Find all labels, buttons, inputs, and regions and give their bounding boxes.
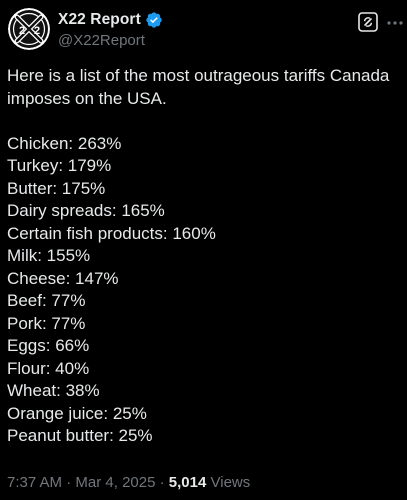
avatar-logo-icon: 2 2 bbox=[8, 8, 50, 50]
author-handle[interactable]: @X22Report bbox=[58, 32, 145, 49]
author-names: X22 Report @X22Report bbox=[58, 10, 163, 49]
tariff-item: Certain fish products: 160% bbox=[7, 223, 216, 243]
tariff-item: Eggs: 66% bbox=[7, 336, 90, 355]
tariff-item: Chicken: 263% bbox=[7, 133, 122, 153]
display-name-row: X22 Report bbox=[58, 10, 163, 30]
tariff-item: Milk: 155% bbox=[7, 246, 91, 265]
views-count[interactable]: 5,014 bbox=[168, 474, 207, 491]
views-label[interactable]: Views bbox=[210, 474, 251, 491]
tariff-item: Beef: 77% bbox=[7, 291, 86, 310]
meta-separator: · bbox=[66, 474, 72, 491]
post-date[interactable]: Mar 4, 2025 bbox=[75, 474, 156, 491]
tariff-item: Pork: 77% bbox=[7, 313, 86, 333]
tariff-item: Peanut butter: 25% bbox=[7, 426, 153, 445]
tariff-item: Butter: 175% bbox=[7, 178, 106, 198]
paragraph-gap bbox=[7, 110, 399, 133]
tariff-item: Dairy spreads: 165% bbox=[7, 201, 165, 220]
tariff-item: Wheat: 38% bbox=[7, 381, 100, 400]
post-header: 2 2 X22 Report @X22Report bbox=[6, 6, 404, 54]
meta-separator: · bbox=[159, 474, 165, 491]
post-time[interactable]: 7:37 AM bbox=[7, 474, 63, 491]
svg-text:2: 2 bbox=[19, 25, 25, 37]
tariff-item: Turkey: 179% bbox=[7, 156, 112, 175]
post-intro: Here is a list of the most outrageous ta… bbox=[7, 66, 390, 108]
verified-badge-icon[interactable] bbox=[145, 11, 163, 29]
avatar[interactable]: 2 2 bbox=[8, 8, 50, 50]
svg-text:2: 2 bbox=[34, 25, 40, 37]
tariff-item: Orange juice: 25% bbox=[7, 403, 147, 423]
tariff-item: Flour: 40% bbox=[7, 358, 90, 378]
tariff-item: Cheese: 147% bbox=[7, 268, 119, 288]
author-display-name[interactable]: X22 Report bbox=[58, 11, 141, 28]
post-text: Here is a list of the most outrageous ta… bbox=[7, 65, 399, 448]
post-meta: 7:37 AM · Mar 4, 2025 · 5,014 Views bbox=[7, 474, 250, 491]
more-icon[interactable] bbox=[386, 14, 404, 32]
grok-icon[interactable] bbox=[358, 12, 378, 32]
